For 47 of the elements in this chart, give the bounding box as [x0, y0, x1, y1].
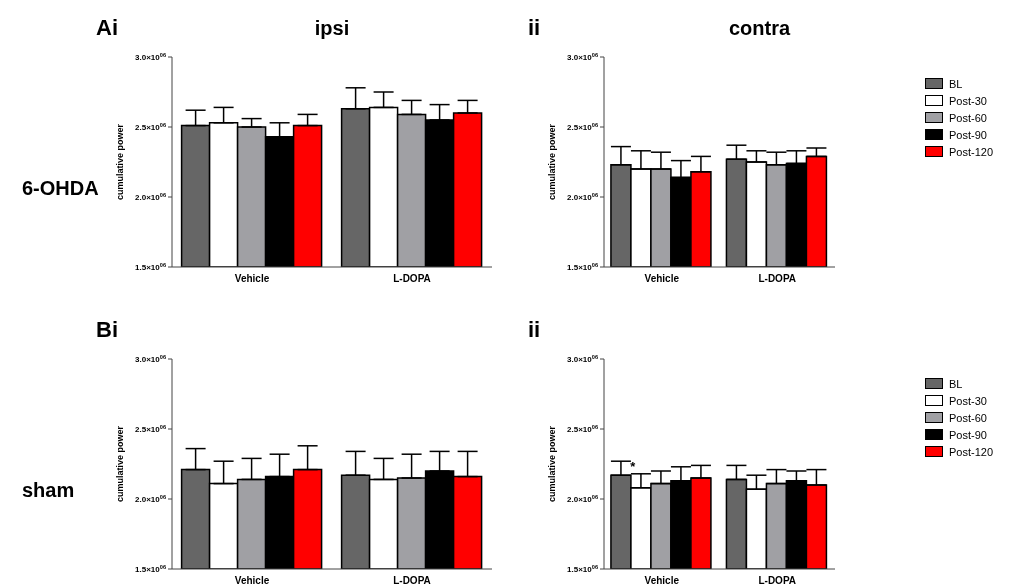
- y-tick-label: 3.0×10$^{06}$: [567, 52, 598, 62]
- y-tick-label: 3.0×10$^{06}$: [567, 354, 598, 364]
- text: Ai: [96, 15, 118, 41]
- y-tick-label: 2.0×10$^{06}$: [135, 494, 166, 504]
- legend-label: Post-90: [949, 428, 987, 441]
- x-tick-label: L-DOPA: [393, 273, 431, 285]
- y-tick-label: 2.0×10$^{06}$: [567, 494, 598, 504]
- chart-title: contra: [727, 17, 792, 40]
- legend-label: BL: [949, 77, 963, 90]
- y-tick-label: 2.5×10$^{06}$: [567, 424, 598, 434]
- legend-label: Post-120: [949, 445, 994, 458]
- text: ii: [528, 317, 541, 343]
- x-tick-label: L-DOPA: [758, 273, 797, 285]
- legend-label: Post-30: [949, 394, 987, 407]
- legend-label: BL: [949, 377, 963, 390]
- y-tick-label: 1.5×10$^{06}$: [135, 564, 166, 574]
- y-tick-label: 3.0×10$^{06}$: [135, 354, 166, 364]
- x-tick-label: Vehicle: [644, 273, 680, 285]
- legend-label: Post-60: [949, 111, 987, 124]
- legend-label: Post-120: [949, 145, 994, 158]
- y-tick-label: 2.0×10$^{06}$: [567, 192, 598, 202]
- y-tick-label: 3.0×10$^{06}$: [135, 52, 166, 62]
- text: sham: [22, 479, 75, 502]
- text: ii: [528, 15, 541, 41]
- text: Bi: [96, 317, 118, 343]
- y-axis-title: cumulative power: [115, 425, 126, 503]
- legend-label: Post-30: [949, 94, 987, 107]
- y-tick-label: 2.5×10$^{06}$: [135, 122, 166, 132]
- y-tick-label: 2.5×10$^{06}$: [567, 122, 598, 132]
- legend-label: Post-60: [949, 411, 987, 424]
- y-tick-label: 1.5×10$^{06}$: [567, 564, 598, 574]
- y-tick-label: 1.5×10$^{06}$: [135, 262, 166, 272]
- chart-title: ipsi: [313, 17, 351, 40]
- y-tick-label: 1.5×10$^{06}$: [567, 262, 598, 272]
- asterisk-annotation: *: [630, 458, 636, 474]
- x-tick-label: Vehicle: [644, 575, 680, 587]
- text: 6-OHDA: [22, 177, 99, 200]
- y-axis-title: cumulative power: [547, 425, 558, 503]
- y-tick-label: 2.5×10$^{06}$: [135, 424, 166, 434]
- x-tick-label: L-DOPA: [393, 575, 431, 587]
- legend-label: Post-90: [949, 128, 987, 141]
- y-axis-title: cumulative power: [115, 123, 126, 201]
- x-tick-label: Vehicle: [234, 273, 270, 285]
- y-tick-label: 2.0×10$^{06}$: [135, 192, 166, 202]
- y-axis-title: cumulative power: [547, 123, 558, 201]
- x-tick-label: L-DOPA: [758, 575, 797, 587]
- x-tick-label: Vehicle: [234, 575, 270, 587]
